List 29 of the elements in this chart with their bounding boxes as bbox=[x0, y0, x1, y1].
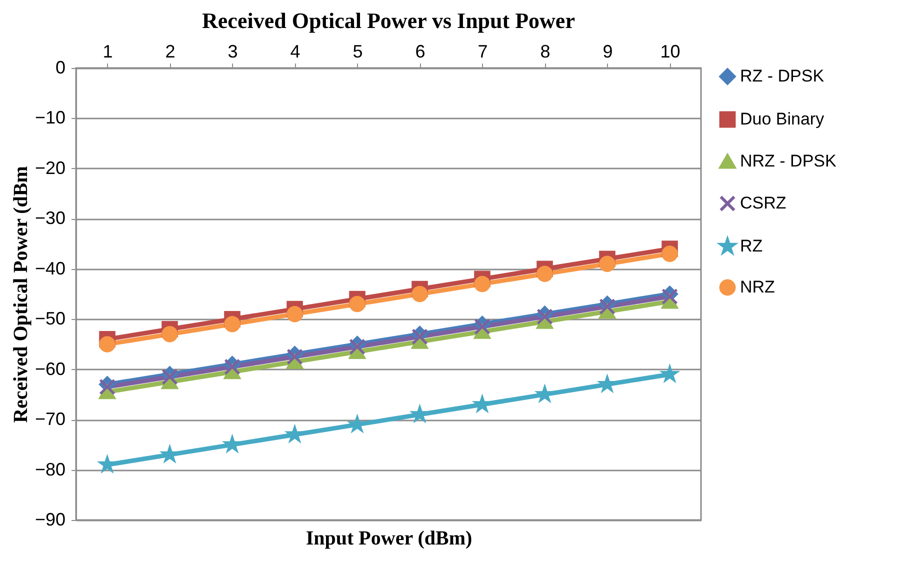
x-tick-label: 7 bbox=[478, 42, 488, 62]
y-tick-label: 0 bbox=[55, 58, 66, 78]
x-tick-label: 4 bbox=[290, 42, 300, 62]
y-tick-label: −50 bbox=[34, 308, 66, 329]
chart-title: Received Optical Power vs Input Power bbox=[202, 8, 576, 33]
x-tick-label: 6 bbox=[415, 42, 426, 62]
y-tick-label: −70 bbox=[34, 409, 66, 430]
x-tick-label: 8 bbox=[540, 42, 550, 62]
y-axis-title: Received Optical Power (dBm bbox=[10, 166, 32, 423]
legend-label: NRZ bbox=[740, 278, 775, 296]
y-tick-label: −30 bbox=[34, 208, 66, 228]
y-tick-label: −20 bbox=[34, 158, 66, 178]
y-tick-label: −60 bbox=[34, 358, 66, 379]
x-tick-label: 1 bbox=[102, 42, 113, 62]
x-axis-title: Input Power (dBm) bbox=[306, 528, 472, 550]
legend-label: RZ - DPSK bbox=[740, 66, 825, 86]
legend-label: CSRZ bbox=[740, 194, 786, 212]
x-tick-label: 3 bbox=[228, 42, 238, 62]
y-tick-label: −40 bbox=[34, 258, 66, 278]
y-tick-label: −80 bbox=[34, 459, 66, 480]
legend-label: RZ bbox=[740, 236, 763, 256]
y-tick-label: −90 bbox=[34, 510, 66, 530]
legend-label: NRZ - DPSK bbox=[740, 152, 837, 170]
x-tick-label: 5 bbox=[352, 42, 363, 62]
x-tick-label: 10 bbox=[660, 42, 680, 62]
x-tick-label: 9 bbox=[602, 42, 613, 62]
x-tick-label: 2 bbox=[165, 42, 176, 62]
y-tick-label: −10 bbox=[34, 108, 66, 128]
legend-label: Duo Binary bbox=[740, 110, 825, 128]
